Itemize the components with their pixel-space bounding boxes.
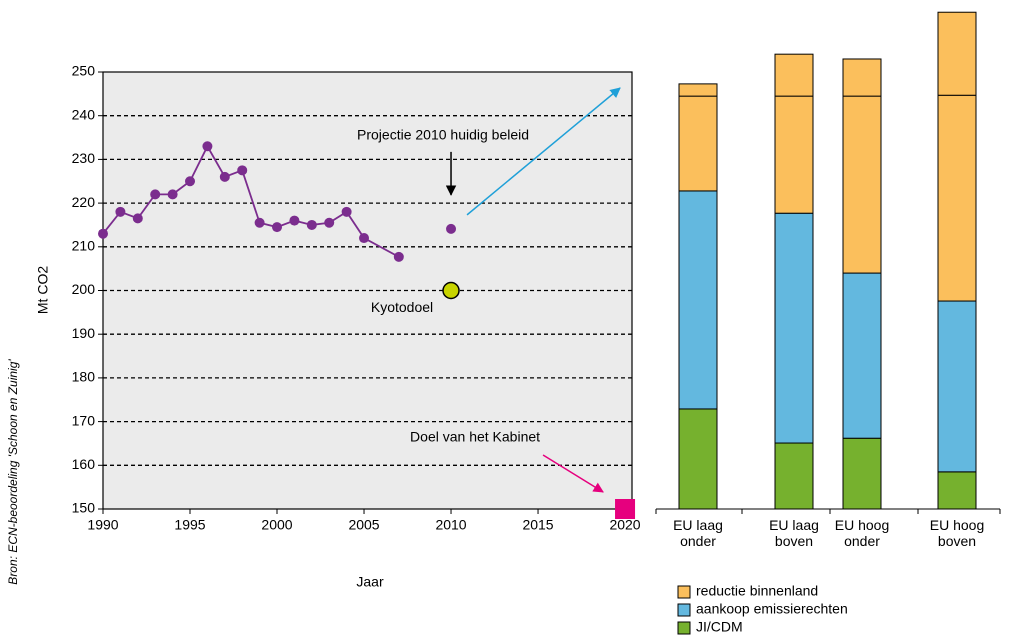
bar-segment	[937, 300, 977, 473]
bar-segment	[937, 94, 977, 302]
y-tick-label: 220	[72, 194, 96, 210]
bar-segment	[678, 95, 718, 192]
y-tick-label: 150	[72, 500, 96, 516]
legend-swatch	[677, 621, 691, 635]
legend-swatch	[677, 603, 691, 617]
legend-label: reductie binnenland	[696, 583, 818, 599]
x-axis-label: Jaar	[356, 574, 384, 590]
bar-segment	[774, 53, 814, 97]
data-point	[237, 165, 248, 176]
data-point	[289, 215, 300, 226]
data-point	[132, 213, 143, 224]
data-point	[185, 176, 196, 187]
y-tick-label: 170	[72, 412, 96, 428]
bar-segment	[678, 408, 718, 510]
source-note: Bron: ECN-beoordeling 'Schoon en Zuinig'	[6, 359, 20, 585]
legend-label: JI/CDM	[696, 619, 743, 635]
data-point	[150, 189, 161, 200]
data-point	[359, 233, 370, 244]
annotation: Projectie 2010 huidig beleid	[357, 127, 529, 143]
y-tick-label: 230	[72, 150, 96, 166]
plot-border	[102, 71, 633, 510]
data-point	[272, 222, 283, 233]
bar-segment	[678, 190, 718, 410]
bar-segment	[774, 95, 814, 214]
x-tick-label: 2005	[348, 517, 379, 533]
data-point	[202, 141, 213, 152]
data-point	[254, 217, 265, 228]
annotation: Doel van het Kabinet	[410, 429, 540, 445]
legend-swatch	[677, 585, 691, 599]
projection-point	[446, 223, 457, 234]
y-tick-label: 250	[72, 63, 96, 79]
data-point	[167, 189, 178, 200]
data-point	[341, 206, 352, 217]
y-tick-label: 160	[72, 456, 96, 472]
bar-segment	[678, 83, 718, 97]
x-tick-label: 2000	[261, 517, 292, 533]
bar-segment	[937, 11, 977, 96]
x-tick-label: EU laag boven	[769, 517, 819, 549]
target-point	[442, 281, 460, 300]
bar-segment	[842, 272, 882, 439]
annotation: Kyotodoel	[371, 299, 433, 315]
annotation-arrow	[542, 454, 604, 493]
plot-area	[103, 72, 632, 509]
trend-arrow	[466, 87, 621, 216]
x-tick-label: 1995	[174, 517, 205, 533]
legend-label: aankoop emissierechten	[696, 601, 848, 617]
data-point	[324, 217, 335, 228]
bar-segment	[774, 212, 814, 444]
x-tick-label: 2015	[522, 517, 553, 533]
target-square	[615, 499, 636, 519]
data-point	[393, 251, 404, 262]
bar-segment	[937, 471, 977, 510]
y-tick-label: 210	[72, 238, 96, 254]
y-tick-label: 200	[72, 281, 96, 297]
x-tick-label: EU laag onder	[673, 517, 723, 549]
x-tick-label: EU hoog onder	[834, 517, 890, 549]
y-axis-label: Mt CO2	[35, 266, 51, 314]
data-point	[219, 171, 230, 182]
x-tick-label: 2020	[609, 517, 640, 533]
bar-segment	[842, 95, 882, 274]
data-point	[98, 228, 108, 239]
y-tick-label: 190	[72, 325, 96, 341]
bar-segment	[842, 437, 882, 510]
x-tick-label: 1990	[87, 517, 118, 533]
bar-segment	[842, 58, 882, 97]
bar-segment	[774, 442, 814, 510]
x-tick-label: EU hoog boven	[929, 517, 985, 549]
y-tick-label: 180	[72, 369, 96, 385]
data-point	[115, 206, 126, 217]
data-point	[306, 219, 317, 230]
y-tick-label: 240	[72, 106, 96, 122]
x-tick-label: 2010	[435, 517, 466, 533]
